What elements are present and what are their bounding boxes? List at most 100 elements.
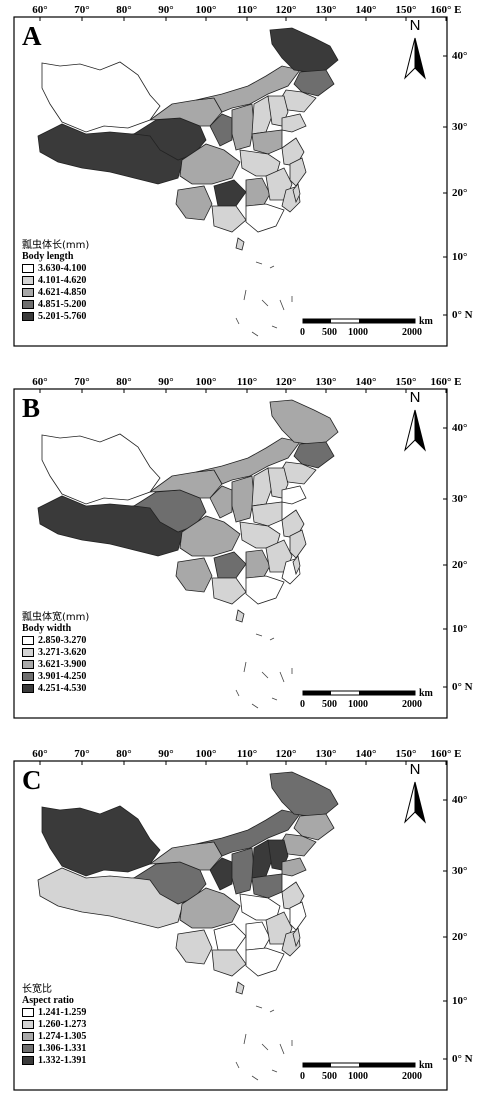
province-region bbox=[251, 95, 273, 135]
province-region bbox=[269, 771, 339, 817]
hainan-island bbox=[235, 981, 245, 995]
panel-letter: B bbox=[22, 393, 41, 423]
province-region bbox=[269, 27, 339, 73]
province-region bbox=[293, 813, 335, 841]
province-region bbox=[281, 113, 307, 133]
legend-item: 4.621-4.850 bbox=[22, 286, 89, 298]
province-region bbox=[251, 467, 273, 507]
province-region bbox=[245, 575, 285, 605]
longitude-label: 80° bbox=[116, 4, 132, 16]
legend-swatch bbox=[22, 1043, 34, 1053]
taiwan-island bbox=[292, 183, 301, 204]
province-region bbox=[231, 847, 255, 895]
scale-label-0: 0 bbox=[300, 1071, 305, 1082]
province-region bbox=[41, 61, 161, 133]
latitude-label: 0° N bbox=[452, 1053, 473, 1065]
legend-label: 4.621-4.850 bbox=[38, 286, 87, 298]
province-region bbox=[269, 399, 339, 445]
legend: 长宽比 Aspect ratio 1.241-1.259 1.260-1.273 1… bbox=[22, 984, 86, 1066]
latitude-label: 30° bbox=[452, 865, 468, 877]
map-canvas bbox=[13, 388, 448, 719]
longitude-label: 150° bbox=[395, 4, 417, 16]
province-region bbox=[195, 809, 301, 857]
province-region bbox=[211, 205, 247, 233]
legend-label: 1.332-1.391 bbox=[38, 1054, 87, 1066]
legend-items: 1.241-1.259 1.260-1.273 1.274-1.305 1.306-1… bbox=[22, 1006, 86, 1066]
latitude-label: 40° bbox=[452, 50, 468, 62]
legend-label: 2.850-3.270 bbox=[38, 634, 87, 646]
map-panel-a: A N 瓢虫体长(mm) Body length 3.630-4.100 4.10… bbox=[0, 0, 482, 362]
legend-swatch bbox=[22, 263, 34, 273]
north-label: N bbox=[409, 389, 421, 406]
legend-swatch bbox=[22, 659, 34, 669]
legend-swatch bbox=[22, 647, 34, 657]
province-region bbox=[245, 921, 271, 953]
hainan-island bbox=[235, 609, 245, 623]
legend-label: 3.621-3.900 bbox=[38, 658, 87, 670]
graticule-ticks bbox=[39, 389, 447, 688]
longitude-label: 150° bbox=[395, 748, 417, 760]
legend-swatch bbox=[22, 683, 34, 693]
scale-label-500: 500 bbox=[322, 1071, 337, 1082]
legend: 瓢虫体宽(mm) Body width 2.850-3.270 3.271-3.6… bbox=[22, 612, 89, 694]
legend-label: 3.901-4.250 bbox=[38, 670, 87, 682]
scale-unit: km bbox=[419, 316, 433, 327]
province-region bbox=[195, 65, 301, 113]
legend-item: 1.260-1.273 bbox=[22, 1018, 86, 1030]
north-label: N bbox=[409, 17, 421, 34]
legend-swatch bbox=[22, 287, 34, 297]
panel-letter: C bbox=[22, 765, 42, 795]
legend-label: 3.630-4.100 bbox=[38, 262, 87, 274]
province-polygons bbox=[37, 27, 339, 233]
longitude-label: 110° bbox=[236, 376, 258, 388]
province-region bbox=[251, 839, 273, 879]
north-arrow bbox=[404, 781, 426, 824]
scale-label-2000: 2000 bbox=[402, 327, 422, 338]
legend-item: 1.306-1.331 bbox=[22, 1042, 86, 1054]
longitude-label: 130° bbox=[315, 376, 337, 388]
map-panel-c: C N 长宽比 Aspect ratio 1.241-1.259 1.260-1.… bbox=[0, 744, 482, 1106]
legend-title-cn: 瓢虫体长(mm) bbox=[22, 240, 90, 251]
longitude-label: 160° E bbox=[430, 748, 462, 760]
longitude-label: 70° bbox=[74, 748, 90, 760]
province-region bbox=[231, 475, 255, 523]
legend-label: 4.851-5.200 bbox=[38, 298, 87, 310]
longitude-label: 60° bbox=[32, 4, 48, 16]
map-frame bbox=[13, 388, 448, 719]
latitude-label: 40° bbox=[452, 794, 468, 806]
legend-title-cn: 瓢虫体宽(mm) bbox=[22, 612, 90, 623]
legend-item: 1.332-1.391 bbox=[22, 1054, 86, 1066]
legend-swatch bbox=[22, 299, 34, 309]
south-china-sea-islands bbox=[235, 633, 293, 709]
province-region bbox=[245, 177, 271, 209]
legend-title-en: Body width bbox=[22, 623, 72, 634]
province-polygons bbox=[37, 399, 339, 605]
longitude-label: 100° bbox=[195, 376, 217, 388]
scale-bar bbox=[302, 1062, 416, 1068]
province-region bbox=[293, 441, 335, 469]
legend-label: 4.101-4.620 bbox=[38, 274, 87, 286]
province-region bbox=[175, 929, 213, 965]
province-region bbox=[289, 157, 307, 187]
province-region bbox=[175, 557, 213, 593]
province-region bbox=[179, 515, 241, 557]
latitude-label: 40° bbox=[452, 422, 468, 434]
scale-unit: km bbox=[419, 1060, 433, 1071]
south-china-sea-islands bbox=[235, 1005, 293, 1081]
longitude-label: 140° bbox=[355, 4, 377, 16]
longitude-label: 60° bbox=[32, 376, 48, 388]
latitude-label: 20° bbox=[452, 187, 468, 199]
legend-label: 1.306-1.331 bbox=[38, 1042, 87, 1054]
latitude-label: 30° bbox=[452, 493, 468, 505]
latitude-label: 10° bbox=[452, 251, 468, 263]
longitude-label: 100° bbox=[195, 4, 217, 16]
scale-label-0: 0 bbox=[300, 699, 305, 710]
legend-swatch bbox=[22, 1031, 34, 1041]
legend-label: 1.260-1.273 bbox=[38, 1018, 87, 1030]
latitude-label: 20° bbox=[452, 559, 468, 571]
province-region bbox=[179, 887, 241, 929]
longitude-label: 140° bbox=[355, 748, 377, 760]
scale-label-1000: 1000 bbox=[348, 327, 368, 338]
legend-swatch bbox=[22, 1055, 34, 1065]
legend-swatch bbox=[22, 1019, 34, 1029]
